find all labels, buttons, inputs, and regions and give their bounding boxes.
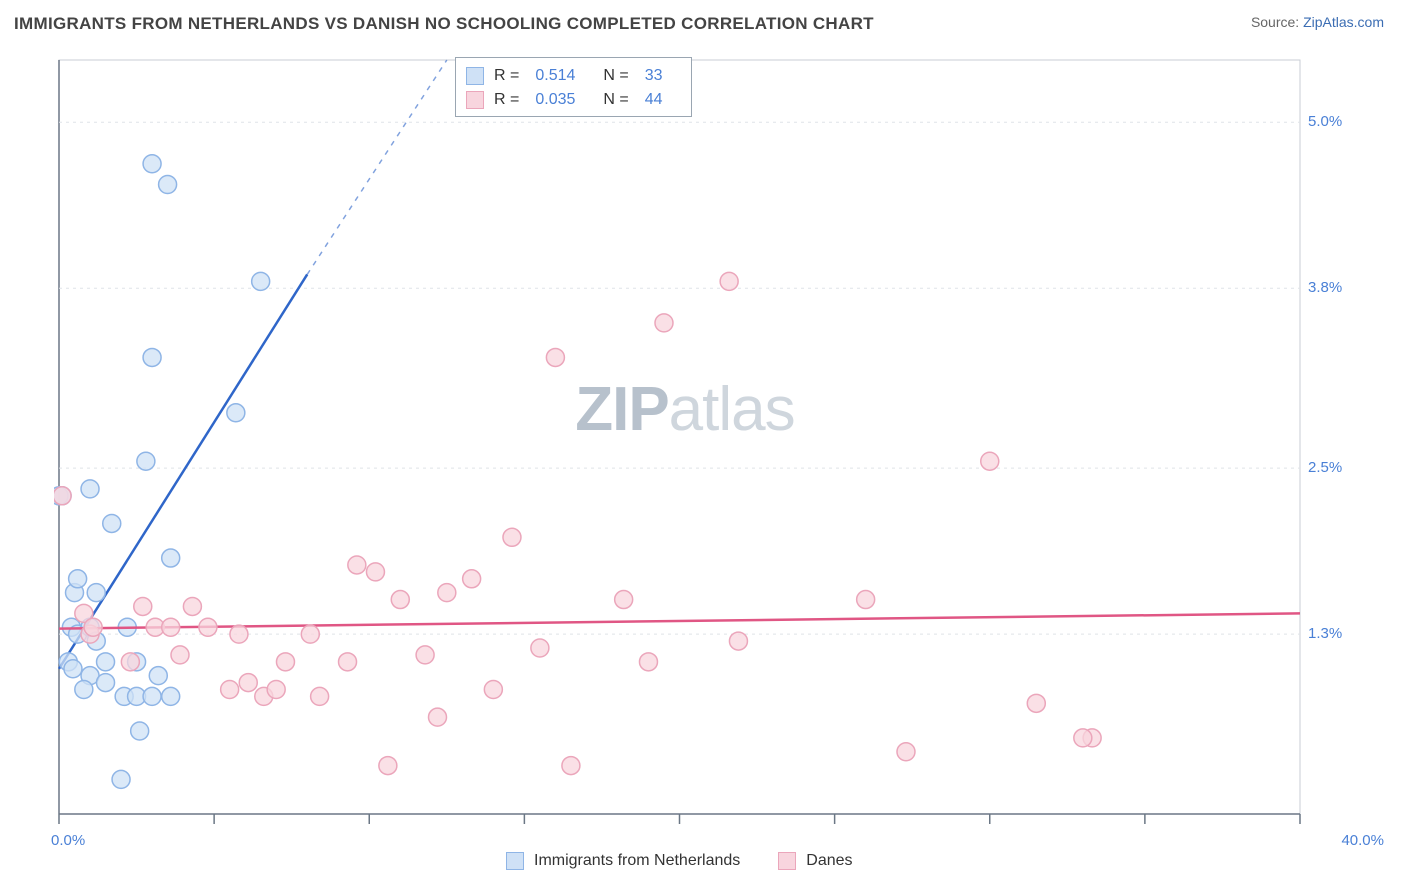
y-tick-label: 2.5% (1308, 459, 1342, 476)
y-tick-label: 3.8% (1308, 279, 1342, 296)
legend-swatch (506, 852, 524, 870)
legend-swatch (466, 91, 484, 109)
legend-swatch (466, 67, 484, 85)
series-legend-item: Immigrants from Netherlands (506, 852, 740, 870)
chart-title: IMMIGRANTS FROM NETHERLANDS VS DANISH NO… (14, 14, 874, 34)
legend-n-label: N = (603, 67, 628, 85)
y-tick-label: 1.3% (1308, 625, 1342, 642)
legend-row: R = 0.514 N = 33 (466, 64, 681, 88)
y-tick-label: 5.0% (1308, 113, 1342, 130)
legend-r-value: 0.514 (535, 67, 575, 85)
legend-r-label: R = (494, 91, 519, 109)
source-link[interactable]: ZipAtlas.com (1303, 14, 1384, 30)
legend-n-value: 33 (645, 67, 663, 85)
legend-r-label: R = (494, 67, 519, 85)
x-axis-min-label: 0.0% (51, 832, 85, 849)
series-legend-label: Immigrants from Netherlands (534, 852, 740, 870)
legend-swatch (778, 852, 796, 870)
series-legend: Immigrants from Netherlands Danes (506, 852, 853, 870)
legend-row: R = 0.035 N = 44 (466, 88, 681, 112)
series-legend-label: Danes (806, 852, 852, 870)
legend-n-value: 44 (645, 91, 663, 109)
x-axis-max-label: 40.0% (1341, 832, 1384, 849)
source-attribution: Source: ZipAtlas.com (1251, 14, 1384, 30)
legend-r-value: 0.035 (535, 91, 575, 109)
series-legend-item: Danes (778, 852, 852, 870)
chart-container: { "title": "IMMIGRANTS FROM NETHERLANDS … (0, 0, 1406, 892)
correlation-legend: R = 0.514 N = 33 R = 0.035 N = 44 (455, 57, 692, 117)
scatter-plot (54, 50, 1350, 832)
legend-n-label: N = (603, 91, 628, 109)
source-prefix: Source: (1251, 14, 1303, 30)
